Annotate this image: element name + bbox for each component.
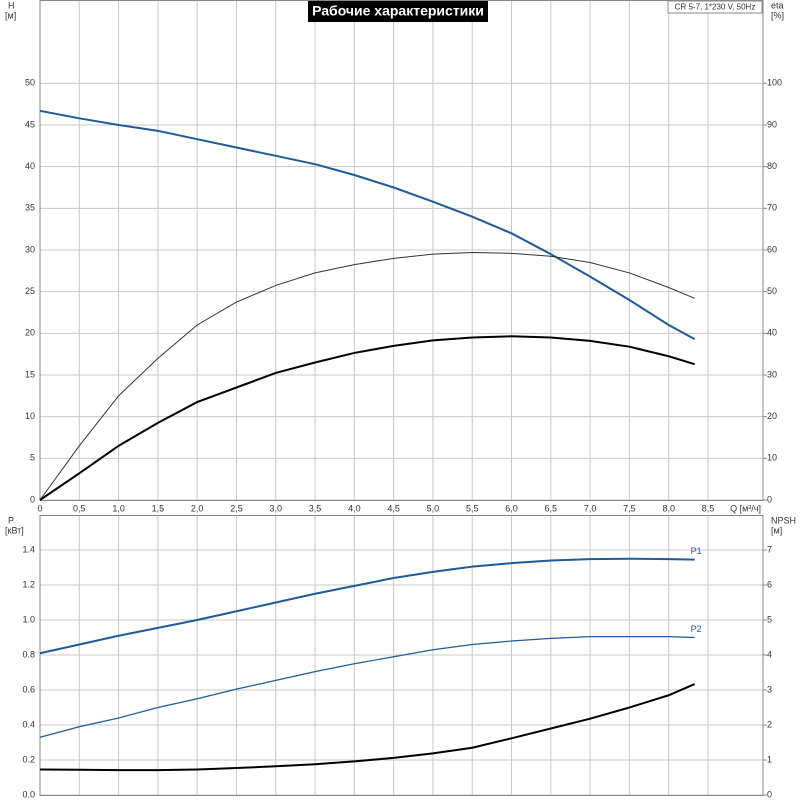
y-tick-label: 1.0 (22, 614, 35, 624)
plot-frame (39, 0, 764, 501)
curve (39, 557, 695, 655)
x-tick-label: 7,5 (623, 503, 636, 513)
y2-tick-label: 90 (767, 119, 777, 129)
x-tick-label: 5,5 (466, 503, 479, 513)
y-tick-label: 10 (25, 411, 35, 421)
x-tick-label: 0 (37, 503, 42, 513)
y2-tick-label: 60 (767, 244, 777, 254)
y2-tick-label: 10 (767, 453, 777, 463)
x-tick-label: 8,5 (702, 503, 715, 513)
y2-tick-label: 50 (767, 286, 777, 296)
x-tick-label: 7,0 (584, 503, 597, 513)
y-tick-label: 15 (25, 369, 35, 379)
y-tick-label: 0 (30, 494, 35, 504)
curve (39, 251, 695, 501)
y2-axis-label: eta (771, 0, 784, 10)
x-tick-label: 6,5 (545, 503, 558, 513)
y2-axis-unit: [м] (771, 525, 782, 535)
annotation-box (667, 0, 763, 14)
series-label: P1 (691, 546, 702, 556)
y-tick-label: 1.2 (22, 579, 35, 589)
x-tick-label: 2,5 (230, 503, 243, 513)
y-tick-label: 25 (25, 286, 35, 296)
y2-tick-label: 80 (767, 161, 777, 171)
y2-axis-unit: [%] (771, 10, 784, 20)
x-tick-label: 1,5 (152, 503, 165, 513)
y2-tick-label: 5 (767, 614, 772, 624)
curve (39, 636, 695, 738)
curve (39, 335, 695, 501)
y-tick-label: 0.4 (22, 719, 35, 729)
y-axis-unit: [кВт] (5, 525, 24, 535)
series-label: P2 (691, 624, 702, 634)
x-tick-label: 6,0 (505, 503, 518, 513)
y2-tick-label: 100 (767, 78, 782, 88)
y2-tick-label: 0 (767, 494, 772, 504)
y2-tick-label: 2 (767, 719, 772, 729)
x-tick-label: 3,5 (309, 503, 322, 513)
title-box (308, 1, 488, 22)
x-tick-label: 4,0 (348, 503, 361, 513)
x-tick-label: 1,0 (112, 503, 125, 513)
y-tick-label: 35 (25, 203, 35, 213)
y-axis-unit: [м] (5, 10, 16, 20)
y-tick-label: 0.8 (22, 649, 35, 659)
x-tick-label: 4,5 (387, 503, 400, 513)
y-tick-label: 0.0 (22, 789, 35, 799)
x-axis-label: Q [м³/ч] (730, 503, 761, 513)
y2-tick-label: 3 (767, 684, 772, 694)
y-tick-label: 20 (25, 328, 35, 338)
y2-tick-label: 20 (767, 411, 777, 421)
y-tick-label: 40 (25, 161, 35, 171)
y-tick-label: 50 (25, 78, 35, 88)
y-axis-label: P (8, 515, 14, 525)
x-tick-label: 0,5 (73, 503, 86, 513)
y-tick-label: 0.6 (22, 684, 35, 694)
y2-tick-label: 0 (767, 789, 772, 799)
x-tick-label: 3,0 (270, 503, 283, 513)
y2-tick-label: 7 (767, 544, 772, 554)
y-tick-label: 0.2 (22, 754, 35, 764)
y2-tick-label: 4 (767, 649, 772, 659)
x-tick-label: 8,0 (662, 503, 675, 513)
x-tick-label: 2,0 (191, 503, 204, 513)
curve (39, 109, 696, 341)
chart-title: Рабочие характеристики (312, 3, 484, 19)
plot-frame (39, 515, 764, 796)
y-tick-label: 1.4 (22, 544, 35, 554)
y-tick-label: 30 (25, 244, 35, 254)
x-tick-label: 5,0 (427, 503, 440, 513)
curve (39, 683, 696, 772)
y2-tick-label: 1 (767, 754, 772, 764)
y-axis-label: H (8, 0, 15, 10)
y-tick-label: 5 (30, 453, 35, 463)
y-tick-label: 45 (25, 119, 35, 129)
y2-tick-label: 30 (767, 369, 777, 379)
y2-tick-label: 40 (767, 328, 777, 338)
annotation: CR 5-7, 1*230 V, 50Hz (675, 3, 756, 12)
y2-tick-label: 6 (767, 579, 772, 589)
y2-tick-label: 70 (767, 203, 777, 213)
y2-axis-label: NPSH (771, 515, 796, 525)
